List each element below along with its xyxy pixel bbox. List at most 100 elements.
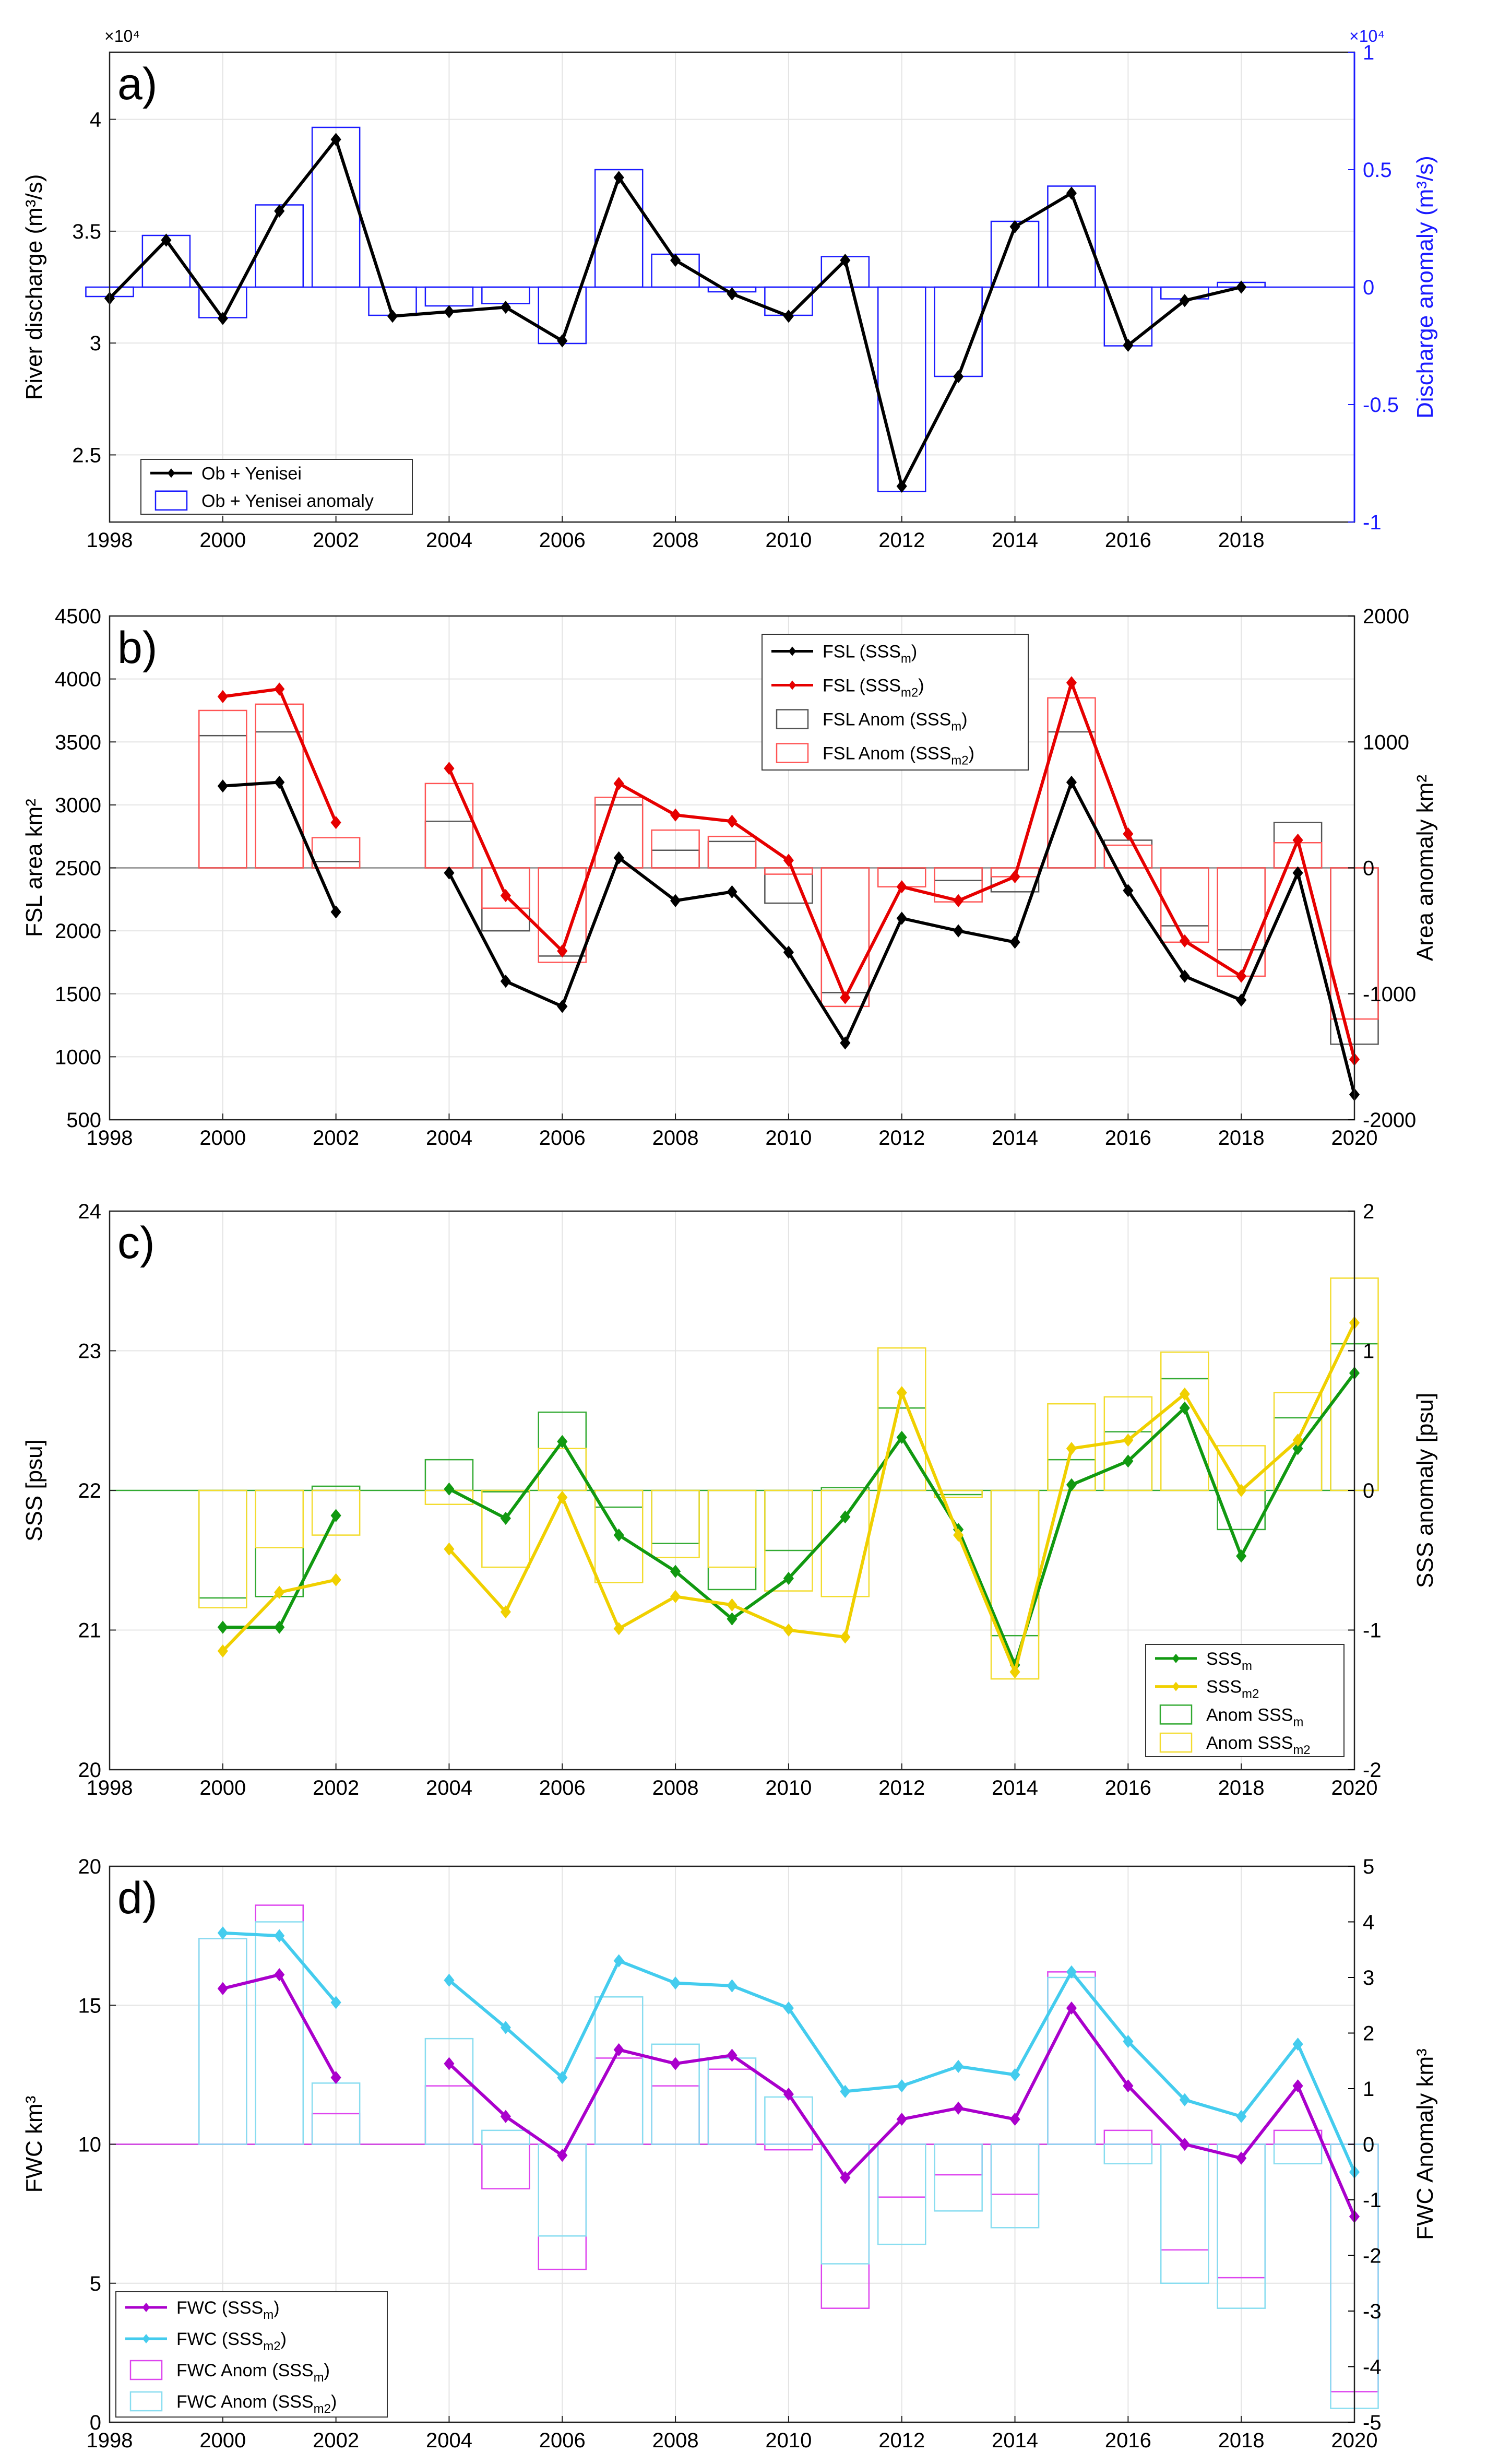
- point-sss-m: [783, 1571, 794, 1585]
- x-tick-label: 2018: [1218, 529, 1265, 552]
- x-tick-label: 2002: [313, 2429, 359, 2452]
- legend-swatch-marker: [788, 680, 796, 690]
- legend: FSL (SSSm) FSL (SSSm2) FSL Anom (SSSm) FSL …: [762, 634, 1029, 771]
- panel-label: a): [117, 59, 157, 109]
- point-fwc-sss-m2-: [274, 1929, 285, 1942]
- point-fsl-sss-m-: [896, 911, 907, 925]
- x-tick-label: 2012: [878, 529, 925, 552]
- point-sss-m2: [783, 1623, 794, 1637]
- y-axis-label: FWC km³: [21, 2096, 47, 2193]
- bar-fwc-anom-sss-m-: [707, 2068, 757, 2145]
- legend-entry-label: Anom SSSm2: [1206, 1733, 1311, 1757]
- point-sss-m2: [670, 1590, 681, 1603]
- point-fwc-sss-m-: [500, 2110, 511, 2123]
- point-ob-yenisei: [274, 204, 285, 218]
- legend-entry-label: FWC Anom (SSSm): [176, 2361, 330, 2385]
- y-right-tick-label: -1: [1363, 511, 1382, 534]
- y-axis-label: River discharge (m³/s): [21, 174, 47, 400]
- point-fsl-sss-m2-: [1009, 870, 1020, 883]
- point-fwc-sss-m-: [1009, 2112, 1020, 2126]
- point-fsl-sss-m2-: [1292, 833, 1303, 847]
- y-right-tick-label: 0.5: [1363, 159, 1392, 182]
- point-sss-m: [896, 1430, 907, 1444]
- bar-fwc-anom-sss-m2-: [820, 2143, 870, 2265]
- y-axis-label: SSS [psu]: [21, 1439, 47, 1542]
- bar-fsl-anom-sss-m2-: [594, 797, 644, 869]
- legend-swatch-marker: [1172, 1653, 1180, 1663]
- x-tick-label: 2018: [1218, 1776, 1265, 1799]
- point-fwc-sss-m2-: [1179, 2093, 1190, 2106]
- y-right-tick-label: 1: [1363, 1340, 1374, 1363]
- x-tick-label: 2002: [313, 529, 359, 552]
- legend: Ob + Yenisei Ob + Yenisei anomaly: [140, 459, 413, 515]
- x-tick-label: 2006: [539, 1127, 586, 1150]
- point-fwc-sss-m-: [444, 2057, 455, 2070]
- point-ob-yenisei: [330, 133, 341, 146]
- point-fwc-sss-m-: [274, 1968, 285, 1982]
- x-tick-label: 2004: [426, 1127, 472, 1150]
- point-ob-yenisei: [613, 171, 624, 184]
- point-sss-m: [670, 1565, 681, 1578]
- bar-fsl-anom-sss-m2-: [198, 709, 247, 869]
- series-line-fwc-sss-m2-: [222, 1931, 337, 2004]
- point-fwc-sss-m2-: [330, 1996, 341, 2009]
- bar-fwc-anom-sss-m-: [481, 2143, 530, 2189]
- point-fsl-sss-m2-: [274, 682, 285, 696]
- point-sss-m: [330, 1509, 341, 1522]
- point-fsl-sss-m-: [1292, 866, 1303, 880]
- point-sss-m2: [330, 1573, 341, 1586]
- y-tick-label: 4500: [55, 605, 101, 628]
- x-tick-label: 1998: [87, 1776, 133, 1799]
- x-tick-label: 2014: [992, 529, 1038, 552]
- legend-entry-label: Ob + Yenisei: [201, 464, 302, 483]
- x-tick-label: 2000: [199, 2429, 246, 2452]
- x-tick-label: 2010: [765, 529, 812, 552]
- bar-fsl-anom-sss-m2-: [255, 703, 304, 869]
- point-fwc-sss-m-: [613, 2043, 624, 2057]
- legend-swatch-marker: [1172, 1681, 1180, 1691]
- bar-fsl-anom-sss-m2-: [538, 867, 587, 963]
- legend-entry-label: FSL (SSSm2): [823, 676, 924, 700]
- legend: FWC (SSSm) FWC (SSSm2) FWC Anom (SSSm) FWC …: [115, 2291, 388, 2418]
- point-fwc-sss-m-: [1179, 2137, 1190, 2151]
- y-tick-label: 500: [66, 1109, 101, 1132]
- point-fsl-sss-m-: [557, 1000, 568, 1013]
- legend-entry-label: FWC (SSSm): [176, 2298, 280, 2322]
- point-fsl-sss-m2-: [670, 808, 681, 822]
- point-fsl-sss-m2-: [783, 854, 794, 867]
- point-fsl-sss-m-: [274, 775, 285, 789]
- bar-fwc-anom-sss-m2-: [1160, 2143, 1209, 2284]
- point-fwc-sss-m2-: [896, 2079, 907, 2093]
- y-tick-label: 20: [78, 1759, 102, 1782]
- point-fsl-sss-m2-: [1179, 934, 1190, 948]
- y-right-tick-label: -2: [1363, 2245, 1382, 2268]
- legend-swatch-marker: [142, 2303, 150, 2312]
- point-fsl-sss-m-: [1236, 993, 1247, 1007]
- point-fwc-sss-m2-: [613, 1954, 624, 1968]
- point-fwc-sss-m-: [727, 2048, 737, 2062]
- bar-anom-sss-m2: [311, 1489, 361, 1536]
- x-tick-label: 2016: [1105, 2429, 1151, 2452]
- point-fwc-sss-m2-: [557, 2071, 568, 2084]
- series-line-sss-m: [222, 1514, 338, 1629]
- y-right-tick-label: 3: [1363, 1967, 1374, 1989]
- point-sss-m: [557, 1435, 568, 1448]
- point-fsl-sss-m-: [670, 894, 681, 907]
- point-fsl-sss-m2-: [727, 814, 737, 828]
- point-fwc-sss-m-: [1066, 2001, 1077, 2015]
- point-fwc-sss-m2-: [1292, 2037, 1303, 2051]
- bar-fwc-anom-sss-m2-: [990, 2143, 1040, 2229]
- point-ob-yenisei: [783, 310, 794, 323]
- bar-fwc-anom-sss-m-: [934, 2143, 983, 2176]
- y-tick-label: 2.5: [72, 444, 101, 467]
- y-tick-label: 4: [90, 109, 101, 132]
- panel-c: 1998 2000 2002 2004 2006 2008 2010 2012 2014 2016…: [21, 1200, 1438, 1799]
- point-fwc-sss-m2-: [1009, 2068, 1020, 2081]
- point-sss-m2: [953, 1528, 964, 1542]
- point-fwc-sss-m-: [217, 1982, 228, 1995]
- point-ob-yenisei: [840, 253, 851, 267]
- y-tick-label: 22: [78, 1479, 102, 1502]
- point-fsl-sss-m-: [1066, 775, 1077, 789]
- x-tick-label: 2004: [426, 1776, 472, 1799]
- bar-fwc-anom-sss-m2-: [707, 2057, 757, 2145]
